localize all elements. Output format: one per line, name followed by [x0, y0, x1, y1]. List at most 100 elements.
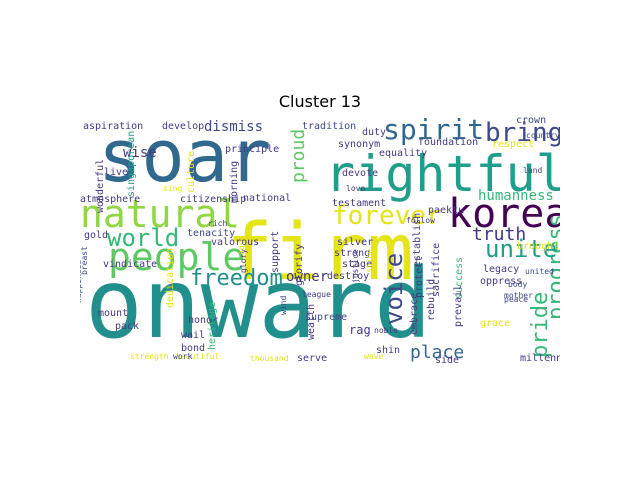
word-supreme: supreme: [305, 312, 347, 323]
word-progress: progress: [544, 214, 560, 320]
word-people: people: [108, 235, 245, 279]
word-devote: devote: [342, 168, 378, 179]
word-body: body: [508, 280, 527, 289]
word-bring: bring: [485, 118, 560, 148]
word-duty: duty: [362, 127, 386, 138]
word-strong: strong: [334, 248, 370, 259]
word-support: support: [270, 231, 281, 273]
word-bond: bond: [181, 343, 205, 354]
word-brought: brought: [517, 241, 559, 252]
word-side: side: [435, 355, 459, 365]
word-serve: serve: [297, 353, 327, 364]
word-national: national: [243, 193, 291, 204]
word-silver: silver: [337, 237, 373, 248]
word-wise: wise: [123, 145, 157, 161]
word-mother: mother: [504, 291, 533, 300]
word-vindicate: vindicate: [103, 259, 157, 270]
word-grace: grace: [480, 318, 510, 329]
word-wind: wind: [279, 296, 288, 315]
word-owner: owner: [286, 269, 328, 285]
word-stage: stage: [342, 259, 372, 270]
word-morning: morning: [229, 161, 240, 203]
word-respect: respect: [492, 139, 534, 150]
word-voice: voice: [380, 253, 408, 325]
word-peace: peace: [504, 295, 528, 304]
word-league: league: [302, 290, 331, 299]
word-truth: truth: [472, 224, 526, 245]
word-citizenship: citizenship: [180, 194, 246, 205]
word-glorify: glorify: [294, 244, 305, 286]
word-live: live: [104, 167, 128, 178]
word-aspiration: aspiration: [83, 121, 143, 132]
word-proud: proud: [288, 129, 309, 183]
word-tenacity: tenacity: [187, 228, 235, 239]
word-embrace: embrace: [409, 293, 420, 335]
word-synonym: synonym: [338, 139, 380, 150]
word-millennium: millennium: [520, 353, 560, 364]
word-shin: shin: [376, 345, 400, 356]
word-unite: unite: [485, 235, 557, 263]
word-heritage: heritage: [207, 302, 218, 350]
word-humanness: humanness: [478, 188, 554, 204]
word-success: success: [454, 257, 465, 299]
word-country: country: [526, 131, 560, 140]
word-crown: crown: [516, 115, 546, 126]
word-justice: justice: [351, 249, 360, 283]
word-wealth: wealth: [306, 304, 317, 340]
word-sing: sing: [163, 184, 182, 193]
word-onward: onward: [85, 248, 432, 360]
word-united: united: [525, 267, 554, 276]
word-glory: glory: [239, 249, 248, 273]
word-strength: strength: [130, 352, 169, 361]
word-dedication: dedication: [165, 248, 176, 308]
word-mount: mount: [98, 308, 128, 319]
word-wail: wail: [181, 330, 205, 341]
word-pack: pack: [115, 321, 139, 332]
word-gold: gold: [84, 230, 108, 241]
word-foundation: foundation: [418, 137, 478, 148]
word-oppress: oppress: [480, 276, 522, 287]
word-happiness: happiness: [80, 259, 83, 303]
word-principle: principle: [225, 144, 279, 155]
word-work: work: [173, 352, 192, 361]
word-equality: equality: [379, 148, 427, 159]
word-valorous: valorous: [211, 237, 259, 248]
word-rebuild: rebuild: [426, 279, 437, 321]
word-world: world: [107, 224, 179, 252]
word-singaporean: singaporean: [126, 131, 137, 197]
word-prevail: prevail: [453, 285, 464, 327]
word-atmosphere: atmosphere: [80, 194, 140, 205]
chart-title: Cluster 13: [278, 92, 362, 111]
word-rightful: rightful: [325, 145, 560, 203]
word-forever: forever: [332, 201, 442, 231]
word-noble: noble: [374, 326, 398, 335]
word-rag: rag: [349, 323, 371, 337]
word-follow: follow: [406, 216, 435, 225]
word-love: love: [346, 184, 365, 193]
word-pride: pride: [528, 292, 553, 358]
word-place: place: [410, 342, 464, 363]
word-natural: natural: [80, 192, 240, 236]
word-tradition: tradition: [302, 121, 356, 132]
word-legacy: legacy: [483, 264, 519, 275]
word-age: age: [237, 240, 246, 255]
word-wonderful: wonderful: [95, 159, 106, 213]
word-firm: firm: [226, 208, 414, 298]
word-shine: shine: [365, 249, 374, 273]
word-culture: culture: [186, 151, 197, 193]
word-paektu: paektu: [428, 205, 464, 216]
word-sacrifice: sacrifice: [431, 243, 442, 297]
word-spirit: spirit: [383, 115, 484, 146]
word-protect: protect: [414, 256, 425, 298]
word-korea: korea: [448, 191, 560, 237]
word-land: land: [523, 166, 542, 175]
word-wave: wave: [364, 352, 383, 361]
word-dismiss: dismiss: [204, 119, 263, 135]
word-honor: honor: [188, 315, 218, 326]
word-destroy: destroy: [327, 271, 369, 282]
word-beautiful: beautiful: [176, 352, 220, 361]
word-freedom: freedom: [190, 266, 283, 291]
word-soar: soar: [98, 115, 271, 198]
word-breast: breast: [80, 246, 89, 275]
